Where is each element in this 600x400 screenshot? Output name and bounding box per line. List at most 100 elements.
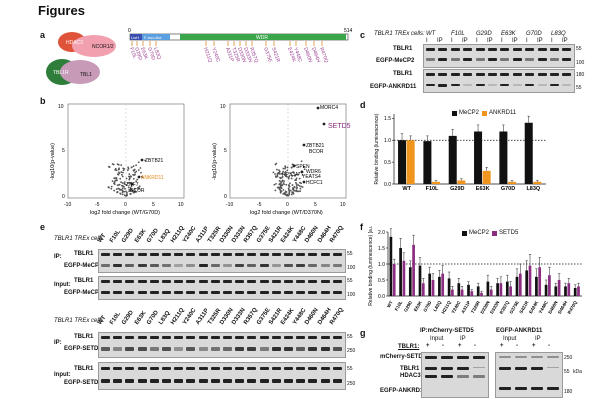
mutation-label: L83Q	[152, 47, 162, 61]
g-band-setd5	[473, 356, 485, 359]
e-band	[235, 264, 245, 267]
c-band-tblr1	[426, 48, 435, 51]
e-s2-setd5: EGFP-SETD5	[64, 346, 102, 352]
volcano-point	[123, 181, 126, 184]
volcano-point	[118, 168, 120, 171]
e-band	[284, 264, 293, 267]
bar	[480, 292, 483, 296]
bar	[457, 180, 466, 184]
c-band-ankrd11	[450, 84, 460, 86]
e-band	[113, 253, 123, 256]
volcano-point	[279, 186, 282, 189]
c-ip-label: I	[501, 38, 503, 44]
c-ip-label: I	[451, 38, 453, 44]
volcano-point	[276, 168, 278, 171]
e-band	[259, 336, 269, 339]
e-band	[271, 291, 281, 294]
e-band	[223, 264, 232, 267]
e-band	[198, 347, 208, 351]
g-band-tblr1-r	[547, 367, 559, 368]
volcano-point	[290, 177, 293, 180]
volcano-point	[126, 169, 129, 172]
bar	[423, 141, 432, 184]
e-band	[149, 379, 159, 383]
e-band	[296, 336, 306, 339]
c-band-mecp2	[475, 58, 485, 61]
mutation-label: D460N	[302, 47, 313, 64]
c-band-tblr1-b	[463, 73, 473, 76]
volcano-point	[130, 185, 133, 187]
g-band-tblr1	[425, 367, 437, 370]
e-s1-mecp2: EGFP-MeCP2	[64, 263, 103, 269]
e-band	[162, 253, 171, 256]
volcano-point	[287, 177, 290, 180]
bar	[518, 273, 522, 296]
c-band-ankrd11	[537, 84, 547, 86]
c-band-ankrd11	[463, 84, 473, 86]
c-band-ankrd11	[426, 84, 435, 86]
volcano-point	[274, 189, 277, 192]
volcano-point	[107, 186, 110, 188]
bar	[438, 276, 441, 296]
volcano-point	[135, 164, 137, 167]
volcano-point	[121, 187, 124, 190]
volcano-point	[127, 186, 130, 189]
volcano-point	[276, 175, 279, 178]
volcano-point	[122, 171, 124, 174]
bar	[476, 286, 480, 296]
e-band	[223, 379, 232, 383]
c-band-tblr1	[512, 48, 522, 51]
e-band	[101, 347, 110, 351]
c-columns: WT F10L G29D E63K G70D L83Q	[424, 31, 574, 41]
e-band	[247, 379, 257, 383]
e-band	[210, 347, 220, 351]
g-sign: +	[500, 343, 504, 349]
g-band-ankrd11	[531, 387, 543, 390]
vr-spen: SPEN	[296, 164, 310, 170]
vl-ylabel: -log10(p-value)	[50, 143, 56, 180]
start-label: 0	[128, 28, 131, 34]
panel-d-label: d	[360, 100, 366, 110]
volcano-point	[286, 166, 289, 169]
volcano-point	[116, 191, 118, 194]
c-band-tblr1-b	[550, 73, 559, 76]
c-band-tblr1-b	[438, 73, 448, 76]
e-band	[125, 280, 135, 283]
y-tick-label: 0.5	[378, 278, 385, 284]
g-band-setd5	[425, 356, 437, 359]
e-band	[284, 367, 293, 370]
volcano-point	[122, 169, 125, 172]
e-band	[210, 291, 220, 294]
volcano-point	[132, 165, 135, 168]
volcano-point	[285, 191, 288, 193]
e-band	[198, 264, 208, 267]
volcano-point	[135, 191, 137, 193]
c-band-ankrd11	[525, 84, 535, 86]
e-band	[162, 336, 171, 339]
panel-f-chart: 0.0 0.5 1.0 1.5 2.0 Relative binding (lumines…	[368, 226, 582, 315]
volcano-point	[128, 175, 130, 178]
x-tick-label: G70D	[501, 186, 515, 192]
c-cell-line: TBLR1 TREx cells:	[374, 31, 425, 37]
bar	[421, 283, 425, 296]
volcano-point	[120, 171, 123, 173]
d-legend-swatch-ankrd11	[482, 111, 487, 116]
e-band	[235, 280, 245, 283]
e-band	[284, 291, 293, 294]
y-tick-label: 2.0	[378, 230, 385, 236]
e-band	[198, 379, 208, 383]
bar	[538, 267, 542, 296]
vr-xt0: -10	[226, 202, 233, 208]
e-band	[162, 291, 171, 294]
volcano-point	[276, 186, 279, 189]
c-blot-top	[423, 44, 575, 68]
panel-e-label: e	[40, 222, 46, 232]
e-column-label: G29D	[121, 227, 136, 244]
volcano-point	[113, 189, 116, 192]
volcano-point	[132, 191, 135, 194]
volcano-point	[129, 187, 132, 189]
g-sign: +	[426, 343, 430, 349]
g-band-tblr1-r	[531, 367, 543, 370]
volcano-point	[139, 167, 142, 169]
e-mw-55c: 55	[347, 334, 353, 340]
